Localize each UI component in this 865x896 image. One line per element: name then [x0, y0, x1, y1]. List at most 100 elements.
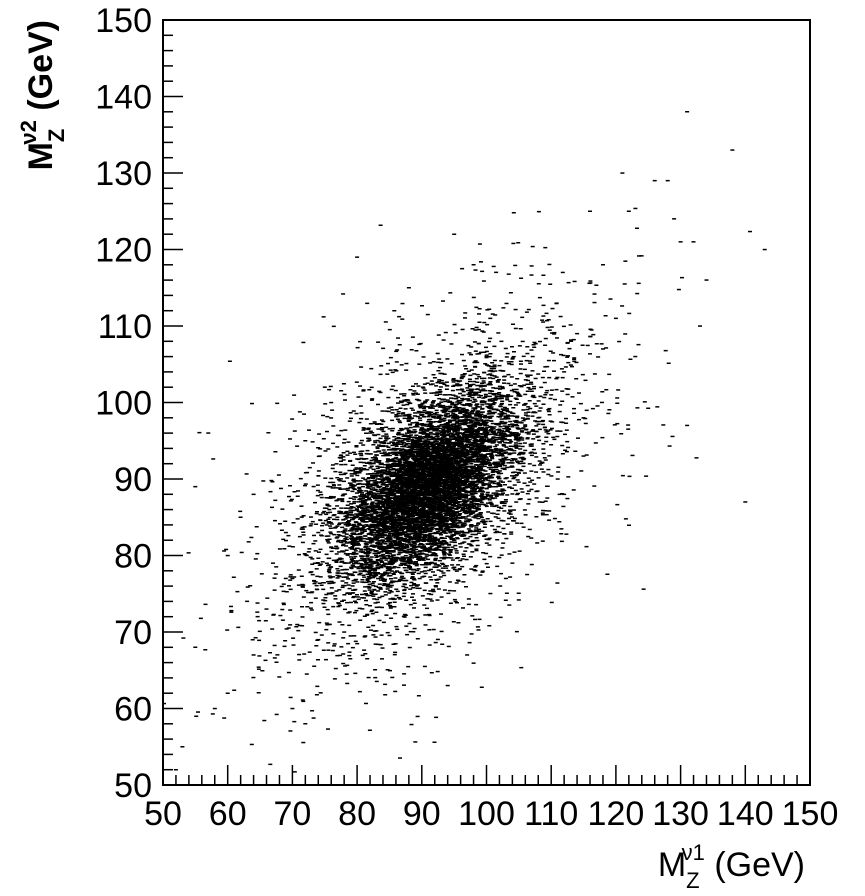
- data-point: [467, 412, 472, 414]
- data-point: [501, 449, 506, 452]
- data-point: [534, 471, 539, 473]
- data-point: [494, 465, 499, 467]
- data-point: [379, 442, 384, 444]
- data-point: [406, 399, 411, 401]
- data-point: [528, 360, 532, 362]
- data-point: [544, 392, 549, 394]
- data-point: [358, 517, 363, 519]
- data-point: [456, 622, 461, 624]
- data-point: [342, 488, 347, 490]
- data-point: [520, 417, 525, 419]
- data-point: [394, 350, 399, 353]
- data-point: [460, 526, 465, 528]
- data-point: [412, 529, 416, 532]
- data-point: [358, 570, 363, 572]
- data-point: [446, 416, 451, 418]
- data-point: [403, 461, 407, 464]
- data-point: [416, 695, 421, 697]
- data-point: [467, 395, 472, 398]
- data-point: [526, 535, 531, 538]
- data-point: [505, 399, 510, 401]
- data-point: [401, 404, 406, 406]
- data-point: [479, 435, 484, 438]
- data-point: [558, 430, 563, 432]
- data-point: [506, 394, 511, 396]
- data-point: [335, 525, 340, 527]
- data-point: [508, 384, 513, 387]
- data-point: [482, 384, 487, 387]
- data-point: [474, 527, 479, 529]
- data-point: [584, 545, 589, 548]
- data-point: [429, 452, 434, 455]
- data-point: [479, 411, 484, 414]
- data-point: [359, 514, 364, 517]
- data-point: [438, 405, 443, 407]
- data-point: [392, 539, 397, 542]
- data-point: [372, 520, 377, 522]
- data-point: [378, 520, 383, 522]
- data-point: [357, 491, 362, 493]
- data-point: [469, 511, 474, 513]
- data-point: [469, 503, 473, 505]
- data-point: [402, 592, 407, 595]
- data-point: [394, 361, 399, 363]
- data-point: [359, 366, 364, 368]
- data-point: [478, 489, 483, 491]
- data-point: [349, 516, 354, 519]
- data-point: [361, 427, 366, 429]
- data-point: [351, 478, 356, 480]
- data-point: [435, 542, 440, 544]
- data-point: [311, 717, 316, 719]
- data-point: [507, 480, 512, 483]
- data-point: [350, 464, 355, 466]
- data-point: [530, 430, 535, 432]
- data-point: [455, 537, 460, 540]
- data-point: [473, 341, 477, 343]
- data-point: [327, 582, 332, 585]
- data-point: [394, 483, 399, 485]
- data-point: [448, 463, 453, 465]
- data-point: [371, 495, 376, 497]
- data-point: [327, 567, 332, 569]
- data-point: [460, 506, 465, 508]
- data-point: [533, 452, 537, 454]
- data-point: [558, 404, 563, 406]
- data-point: [574, 361, 579, 364]
- data-point: [471, 401, 476, 403]
- data-point: [564, 417, 568, 420]
- data-point: [379, 473, 384, 476]
- data-point: [426, 452, 431, 454]
- data-point: [425, 607, 429, 610]
- data-point: [478, 351, 483, 354]
- data-point: [333, 595, 338, 597]
- data-point: [512, 449, 517, 452]
- data-point: [488, 555, 493, 558]
- data-point: [557, 493, 562, 496]
- data-point: [375, 447, 380, 450]
- data-point: [350, 543, 355, 545]
- data-point: [436, 438, 441, 440]
- data-point: [508, 411, 513, 413]
- data-point: [498, 369, 503, 372]
- data-point: [353, 588, 358, 591]
- data-point: [526, 433, 531, 435]
- data-point: [434, 385, 439, 387]
- data-point: [462, 464, 467, 467]
- data-point: [580, 373, 585, 376]
- data-point: [455, 434, 460, 436]
- data-point: [544, 312, 549, 315]
- data-point: [408, 568, 413, 570]
- data-point: [274, 713, 279, 716]
- data-point: [414, 564, 419, 567]
- data-point: [339, 561, 344, 563]
- data-point: [433, 471, 438, 474]
- data-point: [369, 610, 374, 613]
- data-point: [372, 489, 377, 491]
- data-point: [451, 435, 456, 438]
- data-point: [453, 467, 458, 470]
- data-point: [449, 541, 454, 543]
- data-point: [455, 407, 460, 409]
- data-point: [368, 594, 373, 597]
- data-point: [448, 457, 453, 459]
- data-point: [354, 561, 359, 564]
